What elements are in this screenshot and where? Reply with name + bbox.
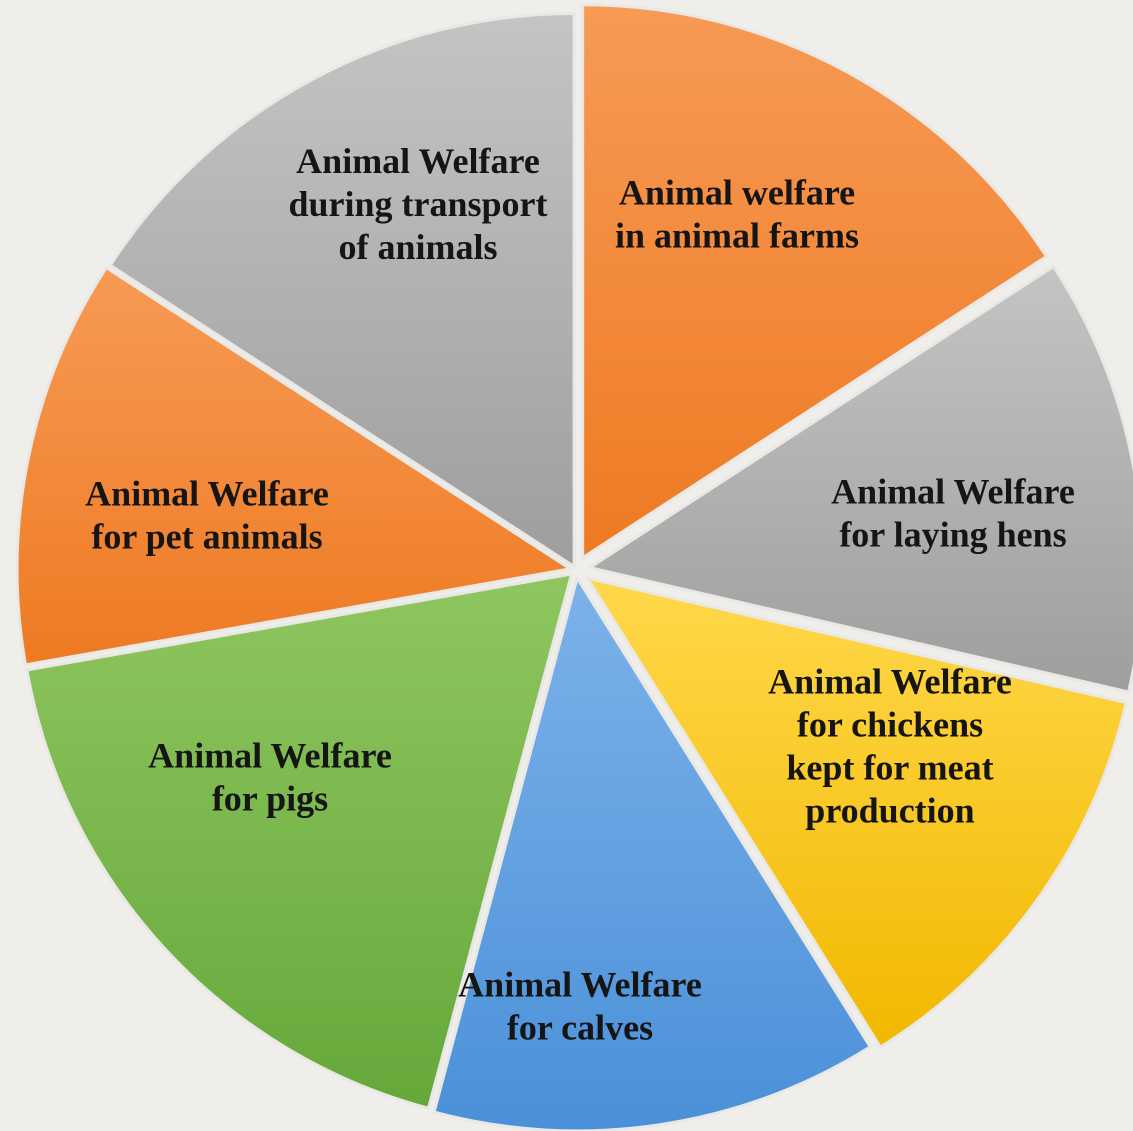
slice-label-line: Animal Welfare	[85, 474, 329, 514]
slice-label: Animal Welfare for pet animals	[85, 474, 329, 557]
slice-label: Animal Welfare for pigs	[148, 736, 392, 819]
slice-label-line: for laying hens	[839, 515, 1066, 555]
slice-label-line: in animal farms	[615, 216, 859, 256]
slice-label: Animal Welfare for chickens kept for meat p…	[768, 662, 1012, 831]
slice-label-line: Animal welfare	[619, 173, 855, 213]
pie-slice	[25, 572, 574, 1111]
pie-slice	[586, 264, 1133, 694]
slice-label-line: Animal Welfare	[458, 965, 702, 1005]
pie-labels: Animal welfare in animal farms Animal Welf…	[85, 141, 1075, 1048]
pie-slices	[15, 3, 1133, 1131]
slice-label-line: Animal Welfare	[296, 141, 540, 181]
slice-label-line: Animal Welfare	[831, 472, 1075, 512]
pie-slice	[581, 3, 1049, 561]
slice-label-line: for pigs	[212, 779, 328, 819]
slice-label-line: production	[805, 791, 974, 831]
slice-label: Animal Welfare during transport of animals	[288, 141, 547, 267]
slice-label: Animal welfare in animal farms	[615, 173, 859, 256]
slice-label-line: Animal Welfare	[148, 736, 392, 776]
slice-label-line: for pet animals	[91, 517, 322, 557]
slice-label: Animal Welfare for calves	[458, 965, 702, 1048]
slice-label-line: kept for meat	[786, 748, 993, 788]
slice-label-line: of animals	[338, 227, 497, 267]
pie-slice	[15, 265, 575, 667]
slice-label: Animal Welfare for laying hens	[831, 472, 1075, 555]
pie-slice	[108, 11, 576, 570]
pie-slice	[584, 575, 1129, 1050]
slice-label-line: for chickens	[797, 705, 983, 745]
slice-label-line: for calves	[507, 1008, 653, 1048]
slice-label-line: during transport	[288, 184, 547, 224]
slice-label-line: Animal Welfare	[768, 662, 1012, 702]
pie-slice	[432, 574, 873, 1131]
